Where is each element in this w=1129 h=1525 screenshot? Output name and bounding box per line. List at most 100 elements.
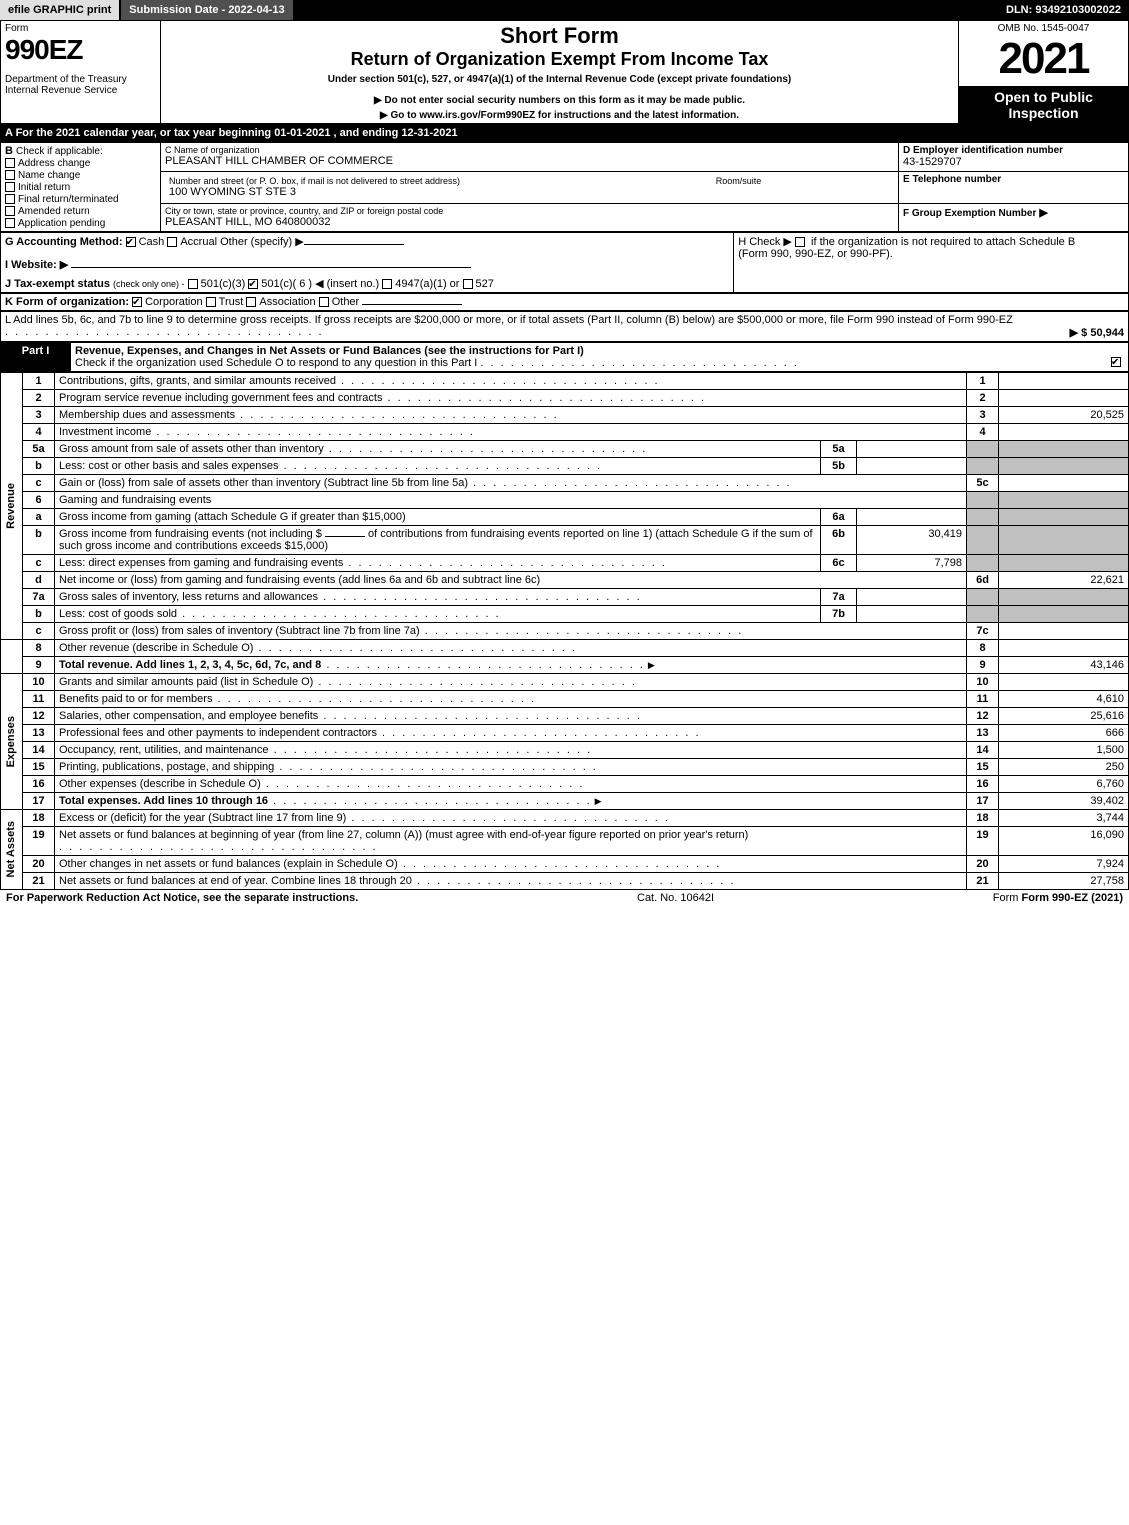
line-6b-blank[interactable]: [325, 536, 365, 537]
addr-change-checkbox[interactable]: [5, 158, 15, 168]
association-label: Association: [259, 296, 315, 308]
tax-exempt-label: J Tax-exempt status: [5, 278, 110, 290]
schedule-b-checkbox[interactable]: [795, 237, 805, 247]
amended-return-checkbox[interactable]: [5, 206, 15, 216]
addr-change-label: Address change: [18, 158, 90, 169]
line-5a-sv: [857, 441, 967, 458]
line-4-val: [999, 424, 1129, 441]
line-18-val: 3,744: [999, 810, 1129, 827]
line-12-val: 25,616: [999, 708, 1129, 725]
section-a-bar: A For the 2021 calendar year, or tax yea…: [1, 125, 1129, 142]
trust-checkbox[interactable]: [206, 297, 216, 307]
initial-return-checkbox[interactable]: [5, 182, 15, 192]
org-name: PLEASANT HILL CHAMBER OF COMMERCE: [165, 155, 894, 167]
gray-5b-v: [999, 458, 1129, 475]
line-8-text: Other revenue (describe in Schedule O): [59, 642, 253, 654]
line-10-text: Grants and similar amounts paid (list in…: [59, 676, 313, 688]
501c-label: 501(c)( 6 ) ◀ (insert no.): [261, 278, 379, 290]
line-6b-sv: 30,419: [857, 526, 967, 555]
website-line[interactable]: [71, 267, 471, 268]
4947-label: 4947(a)(1) or: [395, 278, 459, 290]
line-18-num: 18: [23, 810, 55, 827]
name-of-org-label: C Name of organization: [165, 145, 894, 155]
line-15-rn: 15: [967, 759, 999, 776]
line-14-val: 1,500: [999, 742, 1129, 759]
line-7b-num: b: [23, 606, 55, 623]
line-4-text: Investment income: [59, 426, 151, 438]
line-3-num: 3: [23, 407, 55, 424]
line-8-rn: 8: [967, 640, 999, 657]
name-change-checkbox[interactable]: [5, 170, 15, 180]
main-title: Return of Organization Exempt From Incom…: [165, 49, 954, 70]
gray-6-v: [999, 492, 1129, 509]
gray-6b: [967, 526, 999, 555]
paperwork-notice: For Paperwork Reduction Act Notice, see …: [6, 892, 358, 904]
topbar-spacer: [295, 0, 998, 20]
line-7c-val: [999, 623, 1129, 640]
accrual-checkbox[interactable]: [167, 237, 177, 247]
top-bar: efile GRAPHIC print Submission Date - 20…: [0, 0, 1129, 20]
other-org-line[interactable]: [362, 304, 462, 305]
line-5b-sv: [857, 458, 967, 475]
cash-checkbox[interactable]: [126, 237, 136, 247]
corporation-checkbox[interactable]: [132, 297, 142, 307]
line-7a-text: Gross sales of inventory, less returns a…: [59, 591, 318, 603]
open-inspection-label: Open to Public Inspection: [963, 89, 1124, 121]
527-checkbox[interactable]: [463, 279, 473, 289]
cash-label: Cash: [139, 236, 165, 248]
street-value: 100 WYOMING ST STE 3: [169, 186, 708, 198]
gray-7b-v: [999, 606, 1129, 623]
part-i-title: Revenue, Expenses, and Changes in Net As…: [75, 345, 584, 357]
form-of-org-label: K Form of organization:: [5, 296, 129, 308]
line-6b-num: b: [23, 526, 55, 555]
line-2-text: Program service revenue including govern…: [59, 392, 382, 404]
efile-print-button[interactable]: efile GRAPHIC print: [0, 0, 121, 20]
line-5c-val: [999, 475, 1129, 492]
line-4-num: 4: [23, 424, 55, 441]
line-5c-rn: 5c: [967, 475, 999, 492]
association-checkbox[interactable]: [246, 297, 256, 307]
line-20-val: 7,924: [999, 856, 1129, 873]
527-label: 527: [476, 278, 494, 290]
schedule-o-checkbox[interactable]: [1111, 357, 1121, 367]
gross-receipts-amount: ▶ $ 50,944: [1070, 326, 1124, 339]
501c3-checkbox[interactable]: [188, 279, 198, 289]
gray-6c: [967, 555, 999, 572]
gray-5a-v: [999, 441, 1129, 458]
part-i-label: Part I: [22, 345, 50, 357]
line-5c-text: Gain or (loss) from sale of assets other…: [59, 477, 468, 489]
501c-checkbox[interactable]: [248, 279, 258, 289]
org-info-table: B Check if applicable: Address change Na…: [0, 142, 1129, 232]
line-17-num: 17: [23, 793, 55, 810]
group-exemption-arrow: ▶: [1039, 207, 1047, 219]
line-17-val: 39,402: [999, 793, 1129, 810]
line-7b-text: Less: cost of goods sold: [59, 608, 177, 620]
line-4-rn: 4: [967, 424, 999, 441]
line-2-rn: 2: [967, 390, 999, 407]
final-return-checkbox[interactable]: [5, 194, 15, 204]
other-specify-line[interactable]: [304, 244, 404, 245]
submission-date-button[interactable]: Submission Date - 2022-04-13: [121, 0, 294, 20]
group-exemption-label: F Group Exemption Number: [903, 208, 1036, 219]
line-18-rn: 18: [967, 810, 999, 827]
line-7a-sv: [857, 589, 967, 606]
line-6d-rn: 6d: [967, 572, 999, 589]
line-6c-text: Less: direct expenses from gaming and fu…: [59, 557, 343, 569]
line-5c-num: c: [23, 475, 55, 492]
tax-year: 2021: [963, 34, 1124, 84]
line-5a-text: Gross amount from sale of assets other t…: [59, 443, 324, 455]
application-pending-checkbox[interactable]: [5, 218, 15, 228]
short-form-title: Short Form: [165, 23, 954, 49]
ein-value: 43-1529707: [903, 156, 1124, 168]
4947-checkbox[interactable]: [382, 279, 392, 289]
line-5b-text: Less: cost or other basis and sales expe…: [59, 460, 279, 472]
line-14-rn: 14: [967, 742, 999, 759]
line-5a-num: 5a: [23, 441, 55, 458]
section-h-text2: if the organization is not required to a…: [811, 236, 1075, 248]
website-label: I Website: ▶: [5, 259, 68, 271]
gray-6b-v: [999, 526, 1129, 555]
goto-link[interactable]: ▶ Go to www.irs.gov/Form990EZ for instru…: [165, 110, 954, 121]
line-16-num: 16: [23, 776, 55, 793]
other-org-checkbox[interactable]: [319, 297, 329, 307]
accounting-method-label: G Accounting Method:: [5, 236, 123, 248]
